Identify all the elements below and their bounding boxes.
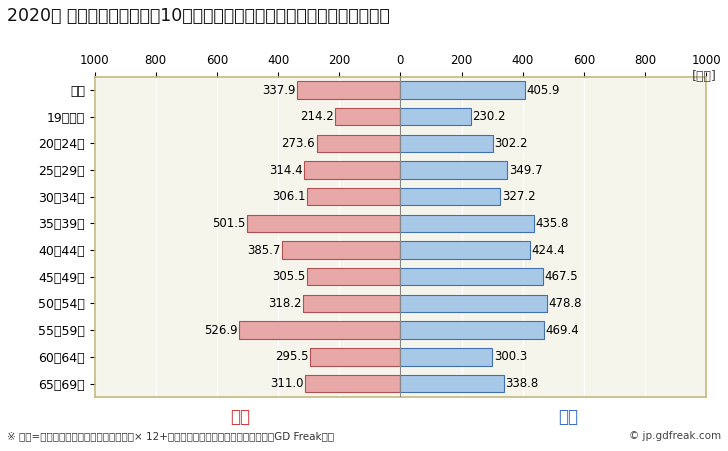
Bar <box>297 81 400 99</box>
Text: 385.7: 385.7 <box>248 244 281 257</box>
Text: 女性: 女性 <box>230 408 250 426</box>
Text: 467.5: 467.5 <box>545 270 579 283</box>
Text: 501.5: 501.5 <box>212 217 245 230</box>
Bar <box>400 135 493 152</box>
Text: 302.2: 302.2 <box>494 137 528 150</box>
Text: 526.9: 526.9 <box>204 324 238 336</box>
Text: © jp.gdfreak.com: © jp.gdfreak.com <box>628 431 721 441</box>
Bar <box>310 348 400 365</box>
Text: 300.3: 300.3 <box>494 350 527 364</box>
Text: 327.2: 327.2 <box>502 190 536 203</box>
Text: 338.8: 338.8 <box>505 377 539 390</box>
Bar <box>400 215 534 232</box>
Bar <box>400 241 530 259</box>
Bar <box>247 215 400 232</box>
Text: 478.8: 478.8 <box>548 297 582 310</box>
Bar <box>305 375 400 392</box>
Bar <box>400 375 504 392</box>
Bar <box>306 188 400 205</box>
Text: 314.4: 314.4 <box>269 164 303 176</box>
Text: 435.8: 435.8 <box>535 217 569 230</box>
Bar <box>400 108 471 125</box>
Text: 295.5: 295.5 <box>275 350 309 364</box>
Text: 306.1: 306.1 <box>272 190 305 203</box>
Bar <box>400 268 543 285</box>
Text: 273.6: 273.6 <box>282 137 315 150</box>
Text: 230.2: 230.2 <box>472 110 506 123</box>
Text: 男性: 男性 <box>558 408 578 426</box>
Text: 2020年 民間企業（従業者数10人以上）フルタイム労働者の男女別平均年収: 2020年 民間企業（従業者数10人以上）フルタイム労働者の男女別平均年収 <box>7 7 390 25</box>
Text: 469.4: 469.4 <box>545 324 579 336</box>
Bar <box>400 322 544 339</box>
Bar <box>335 108 400 125</box>
Bar <box>304 161 400 179</box>
Bar <box>303 295 400 312</box>
Bar <box>400 348 492 365</box>
Text: 318.2: 318.2 <box>268 297 301 310</box>
Text: 214.2: 214.2 <box>300 110 333 123</box>
Bar <box>317 135 400 152</box>
Bar <box>307 268 400 285</box>
Bar <box>400 81 524 99</box>
Bar <box>400 295 547 312</box>
Text: 349.7: 349.7 <box>509 164 542 176</box>
Text: 305.5: 305.5 <box>272 270 306 283</box>
Bar <box>240 322 400 339</box>
Text: 424.4: 424.4 <box>531 244 566 257</box>
Bar <box>400 188 500 205</box>
Text: 337.9: 337.9 <box>262 83 296 97</box>
Text: ※ 年収=「きまって支給する現金給与額」× 12+「年間賞与その他特別給与額」としてGD Freak推計: ※ 年収=「きまって支給する現金給与額」× 12+「年間賞与その他特別給与額」と… <box>7 431 334 441</box>
Bar <box>282 241 400 259</box>
Text: [万円]: [万円] <box>692 70 717 83</box>
Text: 311.0: 311.0 <box>270 377 304 390</box>
Bar <box>400 161 507 179</box>
Text: 405.9: 405.9 <box>526 83 560 97</box>
